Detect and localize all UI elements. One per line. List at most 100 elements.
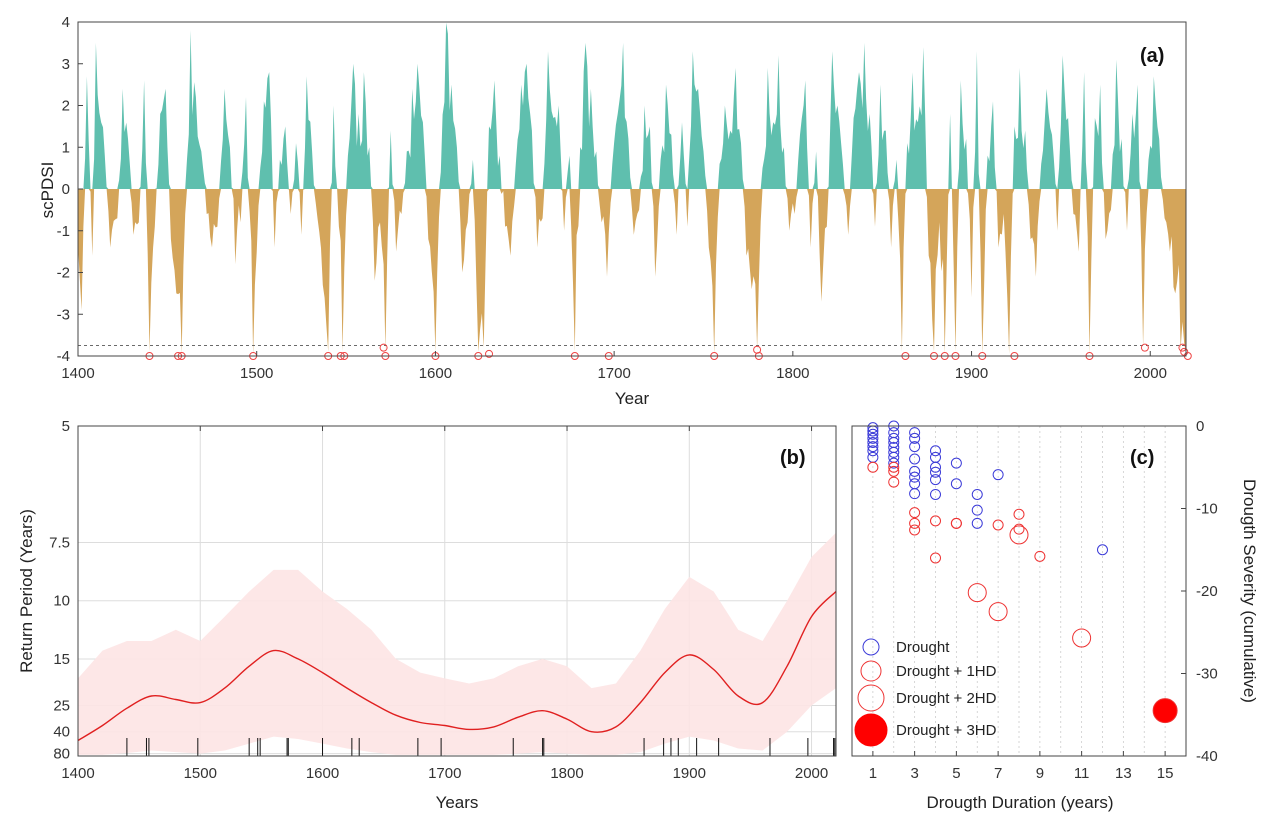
legend-label-drought-1hd: Drought + 1HD — [896, 663, 997, 680]
x-tick-label: 1700 — [428, 765, 461, 782]
drought-point — [888, 457, 900, 469]
drought-point — [909, 488, 921, 500]
drought-point — [971, 504, 983, 516]
return-period-plot — [77, 425, 837, 756]
y-tick-label: 80 — [53, 746, 70, 763]
panel-c-label: (c) — [1130, 447, 1154, 469]
y-tick-label: 7.5 — [49, 534, 70, 551]
positive-scpdsi-area — [78, 22, 1186, 189]
y-tick-label: 10 — [53, 593, 70, 610]
y-tick-label: 15 — [53, 651, 70, 668]
drought-point — [867, 428, 879, 440]
legend-marker-drought-3hd — [854, 713, 888, 747]
drought-point — [867, 445, 879, 457]
panel-b-frame — [77, 425, 837, 757]
panel-a: 1400 1500 1600 1700 1800 1900 2000 -4 -3 -2 -1 0 1 2… — [38, 14, 1192, 408]
drought-point — [950, 478, 962, 490]
panel-b-x-label: Years — [436, 793, 479, 812]
x-tick-label: 2000 — [795, 765, 828, 782]
panel-c-y-label: Drougth Severity (cumulative) — [1240, 479, 1259, 703]
drought-point — [867, 437, 879, 448]
y-tick-label: -10 — [1196, 501, 1218, 518]
drought-1hd-point — [909, 524, 921, 536]
panel-b-x-ticks: 1400 1500 1600 1700 1800 1900 2000 — [61, 426, 828, 782]
drought-1hd-point — [1013, 523, 1025, 535]
x-tick-label: 1900 — [955, 365, 988, 382]
y-tick-label: 1 — [62, 139, 70, 156]
drought-1hd-point — [930, 515, 941, 527]
panel-a-y-label: scPDSI — [38, 162, 57, 219]
drought-point — [950, 457, 962, 469]
y-tick-label: -3 — [57, 306, 70, 323]
drought-point — [992, 469, 1004, 481]
y-tick-label: -1 — [57, 223, 70, 240]
drought-1hd-point — [888, 476, 900, 488]
x-tick-label: 1800 — [550, 765, 583, 782]
x-tick-label: 15 — [1157, 765, 1174, 782]
y-tick-label: 25 — [53, 698, 70, 715]
drought-1hd-point — [867, 461, 879, 473]
drought-point — [909, 441, 921, 453]
drought-point — [867, 441, 879, 453]
panel-b-y-ticks: 5 7.5 10 15 25 40 80 — [49, 418, 70, 763]
extreme-event-marker — [379, 343, 388, 352]
drought-1hd-point — [950, 517, 962, 529]
negative-scpdsi-area — [78, 189, 1186, 356]
panel-b: 1400 1500 1600 1700 1800 1900 2000 5 7.5 10 15 25 4… — [17, 418, 837, 812]
x-tick-label: 1600 — [306, 765, 339, 782]
drought-1hd-point — [909, 507, 921, 519]
panel-c-x-ticks: 1 3 5 7 9 11 13 15 — [869, 751, 1174, 782]
drought-2hd-point — [1009, 525, 1029, 545]
extreme-event-marker — [1140, 343, 1149, 352]
drought-2hd-point — [988, 602, 1008, 622]
drought-point — [930, 445, 941, 457]
drought-1hd-point — [909, 517, 921, 529]
drought-1hd-point — [888, 465, 900, 477]
panel-a-x-label: Year — [615, 389, 650, 408]
panel-c-x-label: Drougth Duration (years) — [926, 793, 1113, 812]
x-tick-label: 11 — [1074, 765, 1090, 782]
x-tick-label: 3 — [910, 765, 918, 782]
legend-label-drought-3hd: Drought + 3HD — [896, 722, 997, 739]
y-tick-label: 0 — [62, 181, 70, 198]
drought-point — [888, 432, 900, 444]
duration-severity-scatter — [867, 420, 1178, 756]
y-tick-label: -4 — [57, 348, 70, 365]
drought-point — [909, 427, 921, 439]
drought-1hd-point — [930, 552, 941, 564]
drought-point — [867, 432, 879, 444]
drought-point — [930, 466, 941, 478]
drought-2hd-point — [967, 583, 987, 603]
drought-point — [909, 465, 921, 477]
legend-marker-drought — [862, 638, 880, 656]
x-tick-label: 1800 — [776, 365, 809, 382]
drought-1hd-point — [992, 519, 1004, 531]
x-tick-label: 5 — [952, 765, 960, 782]
drought-point — [971, 517, 983, 529]
legend-marker-drought-2hd — [857, 684, 885, 712]
drought-point — [930, 461, 941, 473]
panel-a-x-ticks: 1400 1500 1600 1700 1800 1900 2000 — [61, 351, 1167, 382]
y-tick-label: 4 — [62, 14, 70, 31]
x-tick-label: 1500 — [184, 765, 217, 782]
panel-c-legend: Drought Drought + 1HD Drought + 2HD Drou… — [854, 638, 997, 747]
y-tick-label: 2 — [62, 98, 70, 115]
drought-1hd-point — [888, 461, 900, 473]
panel-b-label: (b) — [780, 447, 806, 469]
x-tick-label: 7 — [994, 765, 1002, 782]
drought-point — [909, 432, 921, 444]
panel-b-y-label: Return Period (Years) — [17, 509, 36, 673]
x-tick-label: 2000 — [1134, 365, 1167, 382]
y-tick-label: -30 — [1196, 666, 1218, 683]
x-tick-label: 1900 — [673, 765, 706, 782]
drought-2hd-point — [1072, 628, 1092, 648]
drought-point — [888, 446, 900, 458]
y-tick-label: 3 — [62, 56, 70, 73]
drought-point — [971, 488, 983, 500]
y-tick-label: 0 — [1196, 418, 1204, 435]
panel-c: 1 3 5 7 9 11 13 15 0-10-20-30-40 (c) Drougth Du… — [851, 418, 1259, 812]
drought-point — [909, 453, 921, 465]
x-tick-label: 9 — [1036, 765, 1044, 782]
y-tick-label: -40 — [1196, 748, 1218, 765]
x-tick-label: 1700 — [597, 365, 630, 382]
